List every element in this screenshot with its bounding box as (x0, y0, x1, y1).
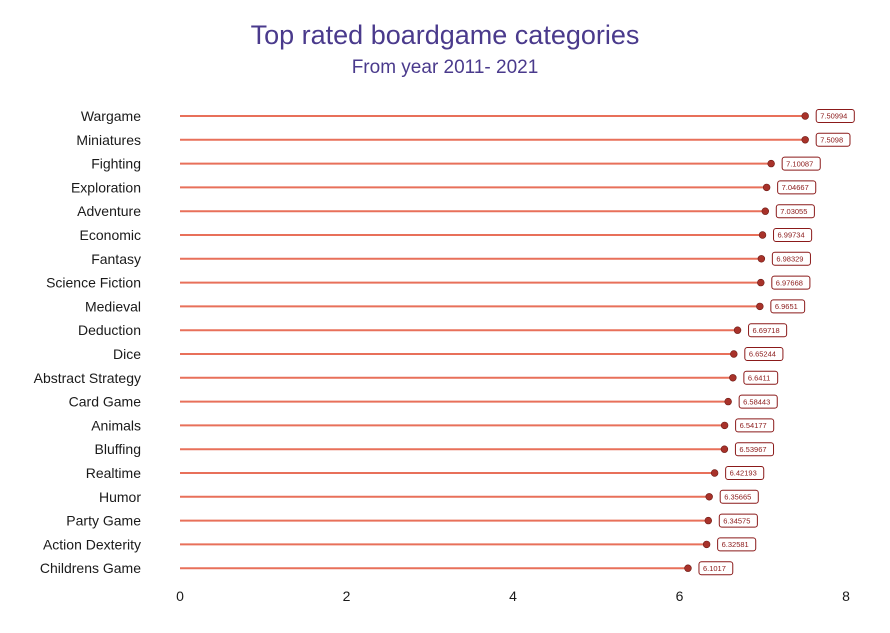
value-label-box (815, 132, 851, 147)
category-label: Science Fiction (46, 275, 141, 291)
value-label-box (771, 275, 811, 290)
value-label: 6.35665 (724, 493, 751, 502)
value-label-box (734, 442, 775, 457)
value-label: 6.99734 (778, 231, 805, 240)
value-label: 6.6411 (748, 374, 770, 383)
lollipop-point (729, 374, 737, 382)
lollipop-point (801, 136, 809, 144)
lollipop-point (757, 278, 765, 287)
category-label: Animals (91, 417, 141, 433)
chart-subtitle: From year 2011- 2021 (352, 57, 539, 78)
value-label-box (738, 394, 778, 409)
lollipop-point (756, 302, 764, 311)
category-label: Wargame (81, 108, 141, 124)
category-label: Bluffing (95, 441, 141, 457)
plot-area: Wargame 7.50994 Miniatures 7.5098 Fighting 7.… (34, 108, 855, 576)
lollipop-point (761, 207, 769, 215)
lollipop-point (733, 326, 742, 334)
value-label-box (815, 109, 855, 123)
value-label: 6.69718 (753, 326, 780, 335)
value-label: 6.1017 (703, 564, 726, 573)
category-label: Fighting (91, 156, 141, 172)
value-label-box (735, 418, 775, 433)
value-label-box (748, 323, 788, 338)
category-label: Miniatures (76, 132, 141, 148)
category-label: Economic (80, 227, 141, 243)
value-label-box (719, 489, 759, 504)
category-label: Realtime (86, 465, 141, 481)
lollipop-point (720, 445, 729, 453)
value-label: 7.10087 (786, 159, 813, 168)
category-label: Exploration (71, 179, 141, 195)
value-label: 6.98329 (776, 255, 803, 264)
lollipop-point (757, 255, 766, 263)
x-tick-label: 4 (509, 588, 517, 604)
chart-title: Top rated boardgame categories (251, 20, 640, 50)
category-label: Party Game (66, 513, 141, 529)
value-label-box (773, 228, 813, 242)
value-label: 7.50994 (820, 112, 847, 121)
category-label: Fantasy (91, 251, 141, 267)
lollipop-point (724, 397, 732, 406)
value-label: 6.97668 (776, 278, 803, 287)
category-label: Childrens Game (40, 560, 141, 576)
value-label-box (717, 537, 757, 552)
value-label: 6.54177 (740, 421, 767, 430)
value-label-box (770, 299, 806, 314)
value-label-box (771, 251, 811, 266)
value-label-box (744, 347, 784, 361)
x-tick-label: 0 (176, 588, 184, 604)
lollipop-point (758, 231, 767, 239)
value-label: 6.42193 (730, 469, 757, 478)
value-label: 6.58443 (743, 397, 770, 406)
category-label: Dice (113, 346, 141, 362)
lollipop-point (762, 183, 771, 192)
value-label-box (718, 513, 758, 528)
category-label: Abstract Strategy (34, 370, 141, 386)
value-label-box (698, 561, 734, 576)
x-axis: 0 2 4 6 8 (176, 588, 850, 604)
lollipop-point (705, 493, 713, 501)
lollipop-point (704, 516, 712, 525)
category-label: Medieval (85, 298, 141, 314)
value-label: 7.04667 (782, 183, 809, 192)
value-label: 7.5098 (820, 136, 843, 145)
category-label: Deduction (78, 322, 141, 338)
value-label: 6.65244 (749, 350, 776, 359)
value-label-box (775, 204, 815, 219)
lollipop-point (720, 421, 729, 430)
x-tick-label: 2 (343, 588, 351, 604)
value-label: 6.32581 (722, 540, 749, 549)
lollipop-point (801, 112, 809, 120)
value-label-box (743, 370, 779, 385)
category-label: Card Game (69, 394, 142, 410)
value-label: 6.53967 (739, 445, 766, 454)
x-tick-label: 6 (676, 588, 684, 604)
category-label: Humor (99, 489, 141, 505)
value-label: 7.03055 (780, 207, 807, 216)
value-label: 6.9651 (775, 302, 798, 311)
lollipop-point (730, 350, 738, 358)
x-tick-label: 8 (842, 588, 850, 604)
lollipop-point (767, 159, 775, 168)
category-label: Action Dexterity (43, 536, 141, 552)
lollipop-point (710, 469, 719, 477)
category-label: Adventure (77, 203, 141, 219)
value-label-box (725, 466, 765, 480)
lollipop-point (702, 540, 711, 549)
lollipop-point (684, 564, 692, 572)
value-label-box (781, 156, 821, 171)
value-label: 6.34575 (723, 516, 750, 525)
value-label-box (777, 180, 817, 195)
